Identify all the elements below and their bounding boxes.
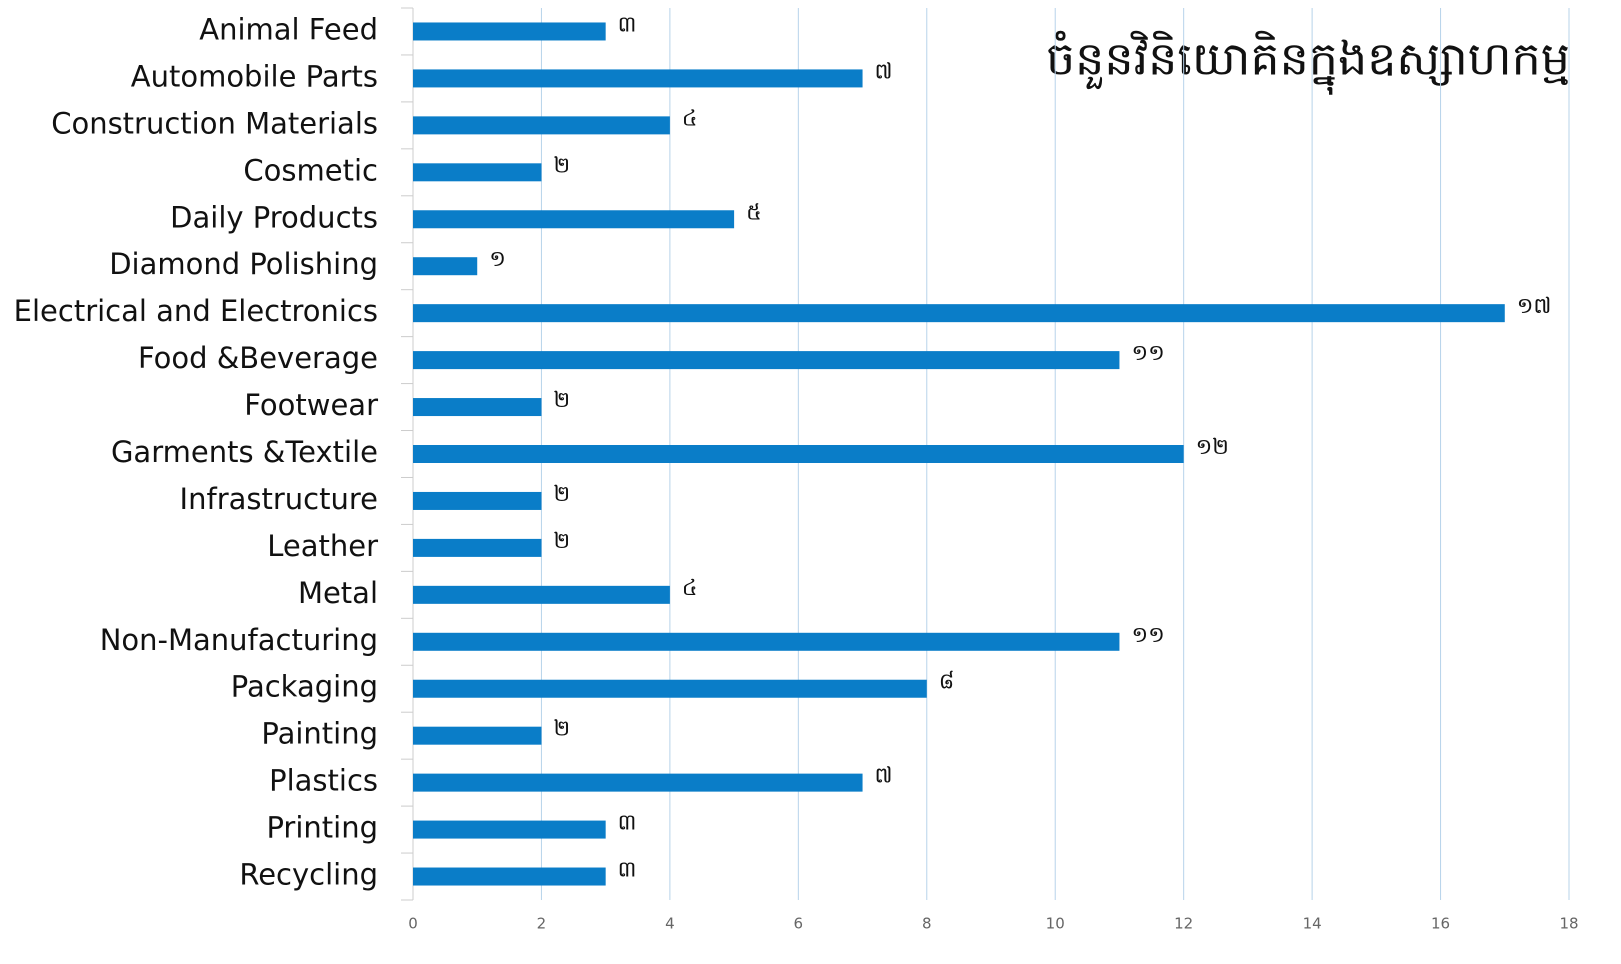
bar (413, 69, 863, 88)
y-tick-label: Daily Products (170, 200, 378, 234)
bar (413, 585, 670, 604)
y-tick-label: Metal (298, 576, 378, 610)
y-tick-label: Printing (266, 811, 378, 845)
x-tick-label: 0 (408, 915, 418, 933)
x-tick-label: 10 (1046, 915, 1065, 933)
y-tick-label: Animal Feed (199, 12, 378, 46)
value-label: ៣ (618, 811, 637, 836)
bar (413, 679, 927, 698)
value-label: ២ (553, 153, 570, 178)
value-label: ២ (553, 529, 570, 554)
value-label: ២ (553, 388, 570, 413)
bar (413, 632, 1120, 651)
y-tick-label: Cosmetic (243, 153, 378, 187)
value-label: ១១ (1131, 623, 1164, 648)
bar (413, 257, 478, 276)
bar (413, 304, 1505, 323)
y-tick-label: Garments &Textile (111, 435, 378, 469)
bar (413, 351, 1120, 370)
y-tick-label: Diamond Polishing (109, 247, 378, 281)
bar (413, 867, 606, 886)
y-tick-label: Packaging (231, 670, 378, 704)
bar (413, 163, 542, 182)
y-tick-label: Painting (261, 717, 378, 751)
x-tick-label: 2 (537, 915, 547, 933)
y-tick-label: Non-Manufacturing (100, 623, 378, 657)
y-tick-label: Recycling (239, 858, 378, 892)
bar (413, 116, 670, 135)
value-label: ១១ (1131, 341, 1164, 366)
x-tick-label: 6 (794, 915, 804, 933)
bar (413, 445, 1184, 463)
x-tick-label: 16 (1431, 915, 1450, 933)
y-tick-label: Infrastructure (180, 482, 378, 516)
value-label: ២ (553, 482, 570, 507)
value-label: ២ (553, 717, 570, 742)
bar (413, 538, 542, 557)
value-label: ៤ (682, 576, 698, 601)
x-tick-label: 12 (1174, 915, 1193, 933)
bar (413, 491, 542, 510)
y-tick-label: Food &Beverage (138, 341, 378, 375)
value-label: ៥ (746, 200, 762, 225)
x-tick-label: 8 (922, 915, 932, 933)
bar (413, 820, 606, 839)
x-tick-label: 4 (665, 915, 675, 933)
y-tick-label: Plastics (269, 764, 378, 798)
bar (413, 22, 606, 41)
value-label: ៧ (875, 764, 893, 789)
value-label: ៣ (618, 858, 637, 883)
y-tick-label: Construction Materials (51, 106, 378, 140)
bar (413, 726, 542, 745)
value-label: ៣ (618, 12, 637, 37)
y-tick-label: Leather (267, 529, 378, 563)
chart-title: ចំនួនវិនិយោគិនក្នុងឧស្សាហកម្ម (1046, 31, 1570, 96)
y-tick-label: Automobile Parts (131, 59, 378, 93)
x-tick-label: 14 (1303, 915, 1322, 933)
x-tick-label: 18 (1559, 915, 1578, 933)
value-label: ៧ (875, 59, 893, 84)
bar (413, 210, 735, 229)
value-label: ៤ (682, 106, 698, 131)
y-tick-label: Electrical and Electronics (14, 294, 378, 328)
value-label: ១៧ (1517, 294, 1552, 319)
value-label: ៨ (939, 670, 955, 695)
y-tick-label: Footwear (244, 388, 378, 422)
value-label: ១២ (1196, 435, 1229, 460)
value-label: ១ (489, 247, 506, 272)
bar (413, 398, 542, 417)
bar (413, 773, 863, 792)
